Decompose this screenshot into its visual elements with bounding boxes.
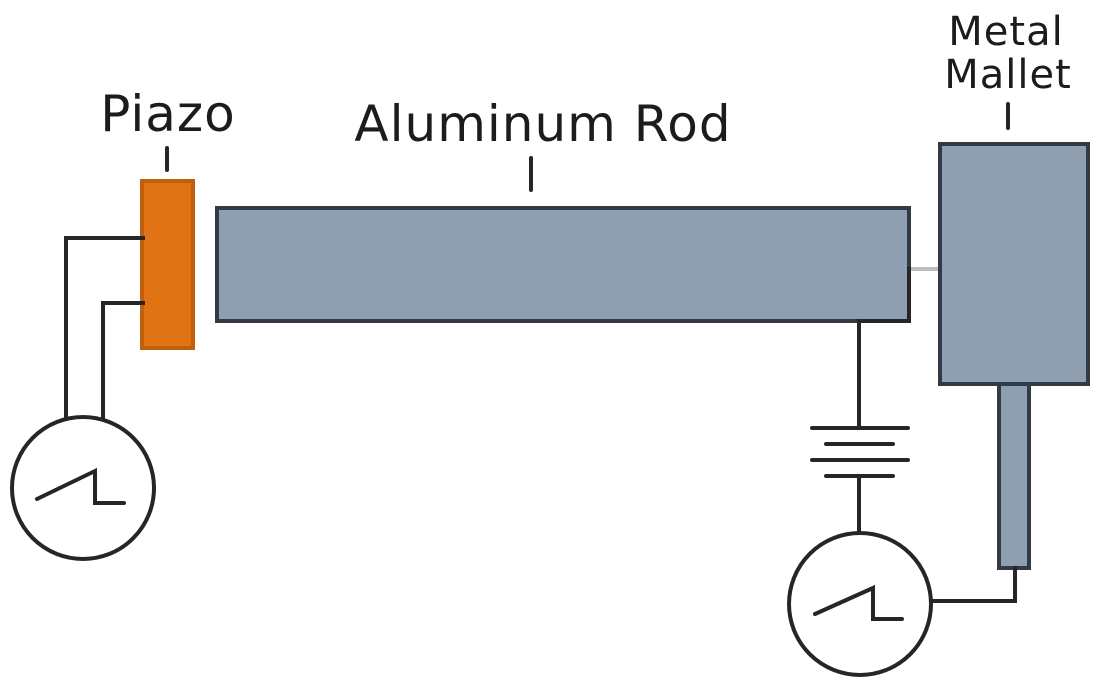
battery-icon bbox=[810, 426, 910, 478]
rod-wire bbox=[857, 267, 911, 429]
piezo-label: Piazo bbox=[100, 85, 235, 143]
piezo-element bbox=[140, 179, 195, 350]
sawtooth-gauge-icon bbox=[787, 531, 933, 677]
piezo-wire-top bbox=[64, 236, 145, 420]
mallet-head bbox=[938, 142, 1090, 386]
meter-to-mallet-wire bbox=[930, 566, 1017, 603]
sawtooth-trace-icon bbox=[35, 467, 126, 505]
sawtooth-trace-icon bbox=[813, 584, 904, 621]
mallet-label-line1: Metal bbox=[948, 9, 1063, 55]
rod-label: Aluminum Rod bbox=[354, 95, 731, 153]
right-meter bbox=[787, 531, 933, 677]
aluminum-rod bbox=[215, 206, 911, 323]
mallet-label-line2: Mallet bbox=[944, 52, 1072, 98]
piezo-wire-bottom bbox=[101, 301, 145, 420]
mallet-handle bbox=[997, 376, 1031, 570]
sawtooth-gauge-icon bbox=[10, 415, 156, 561]
left-meter bbox=[10, 415, 156, 561]
